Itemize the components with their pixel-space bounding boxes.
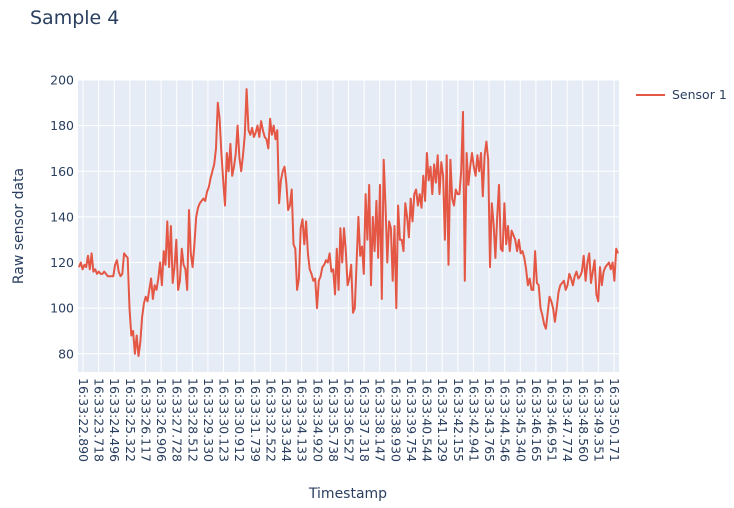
x-tick-label: 16:33:43.765 [482,378,497,462]
x-tick-label: 16:33:23.718 [92,378,107,462]
x-tick-label: 16:33:39.754 [404,378,419,462]
x-tick-label: 16:33:26.906 [154,378,169,462]
x-tick-label: 16:33:30.912 [232,378,247,462]
x-tick-label: 16:33:38.147 [373,378,388,462]
x-tick-label: 16:33:35.738 [326,378,341,462]
x-tick-label: 16:33:30.123 [217,378,232,462]
x-tick-label: 16:33:28.512 [185,378,200,462]
x-tick-label: 16:33:48.560 [576,378,591,462]
x-tick-label: 16:33:45.340 [513,378,528,462]
x-tick-label: 16:33:29.330 [201,378,216,462]
x-tick-label: 16:33:33.344 [279,378,294,462]
legend[interactable]: Sensor 1 [636,87,727,102]
x-axis-ticks: 16:33:22.890 16:33:23.718 16:33:24.496 16:3… [76,378,622,462]
x-tick-label: 16:33:34.133 [295,378,310,462]
y-axis-title: Raw sensor data [11,168,27,284]
x-tick-label: 16:33:36.527 [342,378,357,462]
x-tick-label: 16:33:24.496 [107,378,122,462]
x-tick-label: 16:33:31.739 [248,378,263,462]
x-tick-label: 16:33:25.322 [123,378,138,462]
x-tick-label: 16:33:40.544 [420,378,435,462]
x-tick-label: 16:33:50.171 [607,378,622,462]
x-tick-label: 16:33:38.930 [388,378,403,462]
y-tick-label: 200 [50,73,74,88]
x-axis-title: Timestamp [308,486,387,502]
x-tick-label: 16:33:26.117 [138,378,153,462]
x-tick-label: 16:33:27.728 [170,378,185,462]
chart-title: Sample 4 [30,7,119,29]
y-tick-label: 160 [50,164,74,179]
x-tick-label: 16:33:22.890 [76,378,91,462]
y-tick-label: 140 [50,209,74,224]
x-tick-label: 16:33:42.155 [451,378,466,462]
x-tick-label: 16:33:41.329 [435,378,450,462]
y-tick-label: 180 [50,118,74,133]
x-tick-label: 16:33:49.351 [591,378,606,462]
series-line-sensor-1 [78,88,619,357]
y-tick-label: 100 [50,301,74,316]
y-tick-label: 120 [50,255,74,270]
x-tick-label: 16:33:47.774 [560,378,575,462]
x-tick-label: 16:33:44.546 [498,378,513,462]
x-tick-label: 16:33:42.941 [466,378,481,462]
x-tick-label: 16:33:37.318 [357,378,372,462]
y-axis-ticks: 80 100 120 140 160 180 200 [50,73,74,362]
x-tick-label: 16:33:32.522 [263,378,278,462]
y-tick-label: 80 [58,346,74,361]
x-tick-label: 16:33:46.165 [529,378,544,462]
legend-label-sensor-1: Sensor 1 [672,87,727,102]
x-tick-label: 16:33:34.920 [310,378,325,462]
x-tick-label: 16:33:46.951 [545,378,560,462]
